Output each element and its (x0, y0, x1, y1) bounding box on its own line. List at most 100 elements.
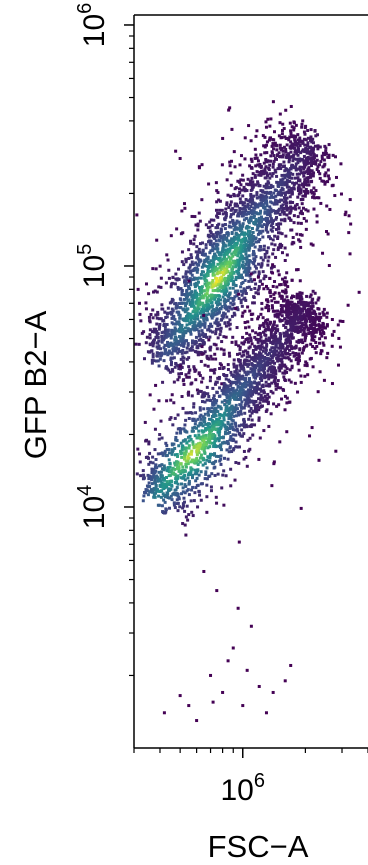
data-point (206, 364, 210, 368)
data-point (277, 225, 281, 229)
data-point (248, 424, 252, 428)
data-point (217, 198, 221, 202)
data-point (222, 503, 226, 507)
data-point (184, 373, 188, 377)
data-point (238, 190, 242, 194)
data-point (278, 231, 282, 235)
data-point (197, 322, 201, 326)
data-point (196, 317, 200, 321)
data-point (267, 138, 271, 142)
data-point (278, 183, 282, 187)
data-point (228, 327, 232, 331)
data-point (238, 363, 242, 367)
data-point (292, 295, 296, 299)
data-point (242, 417, 246, 421)
data-point (271, 195, 275, 199)
data-point (255, 170, 259, 174)
data-point (247, 212, 251, 216)
data-point (203, 253, 207, 257)
data-point (347, 231, 351, 235)
data-point (267, 377, 271, 381)
data-point (263, 394, 267, 398)
data-point (171, 322, 175, 326)
data-point (258, 184, 262, 188)
data-point (162, 498, 166, 502)
data-point (210, 269, 214, 273)
data-point (336, 363, 340, 367)
data-point (238, 256, 242, 260)
data-point (236, 410, 240, 414)
data-point (162, 476, 166, 480)
data-point (149, 488, 153, 492)
data-point (202, 260, 206, 264)
data-point (191, 440, 195, 444)
data-point (216, 262, 220, 266)
data-point (187, 446, 191, 450)
data-point (254, 282, 258, 286)
data-point (254, 356, 258, 360)
data-point (154, 457, 158, 461)
data-point (295, 202, 299, 206)
data-point (252, 295, 256, 299)
data-point (209, 345, 213, 349)
data-point (285, 207, 289, 211)
data-point (177, 469, 181, 473)
data-point (272, 202, 276, 206)
data-point (253, 175, 257, 179)
data-point (315, 214, 319, 218)
data-point (300, 233, 304, 237)
data-point (307, 161, 311, 165)
data-point (313, 318, 317, 322)
data-point (154, 327, 158, 331)
data-point (317, 296, 321, 300)
data-point (171, 331, 175, 335)
data-point (240, 400, 244, 404)
data-point (233, 204, 237, 208)
data-point (310, 169, 314, 173)
data-point (247, 264, 251, 268)
data-point (279, 180, 283, 184)
data-point (233, 243, 237, 247)
data-point (206, 257, 210, 261)
data-point (174, 339, 178, 343)
data-point (292, 305, 296, 309)
data-point (274, 217, 278, 221)
data-point (218, 416, 222, 420)
data-point (200, 447, 204, 451)
data-point (247, 363, 251, 367)
data-point (233, 165, 237, 169)
data-point (175, 502, 179, 506)
data-point (344, 210, 348, 214)
data-point (295, 296, 299, 300)
data-point (258, 218, 262, 222)
data-point (215, 589, 219, 593)
data-point (189, 283, 193, 287)
data-point (268, 289, 272, 293)
data-point (267, 351, 271, 355)
data-point (239, 243, 243, 247)
data-point (298, 140, 302, 144)
data-point (139, 319, 143, 323)
data-point (272, 219, 276, 223)
data-point (241, 335, 245, 339)
data-point (237, 390, 241, 394)
data-point (262, 325, 266, 329)
data-point (279, 283, 283, 287)
data-point (244, 400, 248, 404)
data-point (196, 391, 200, 395)
data-point (245, 363, 249, 367)
data-point (270, 242, 274, 246)
data-point (325, 230, 329, 234)
data-point (225, 237, 229, 241)
data-point (276, 353, 280, 357)
data-point (215, 272, 219, 276)
data-point (249, 394, 253, 398)
data-point (310, 326, 314, 330)
data-point (224, 324, 228, 328)
data-point (311, 137, 315, 141)
data-point (206, 437, 210, 441)
data-point (179, 441, 183, 445)
data-point (300, 122, 304, 126)
data-point (165, 476, 169, 480)
data-point (226, 420, 230, 424)
